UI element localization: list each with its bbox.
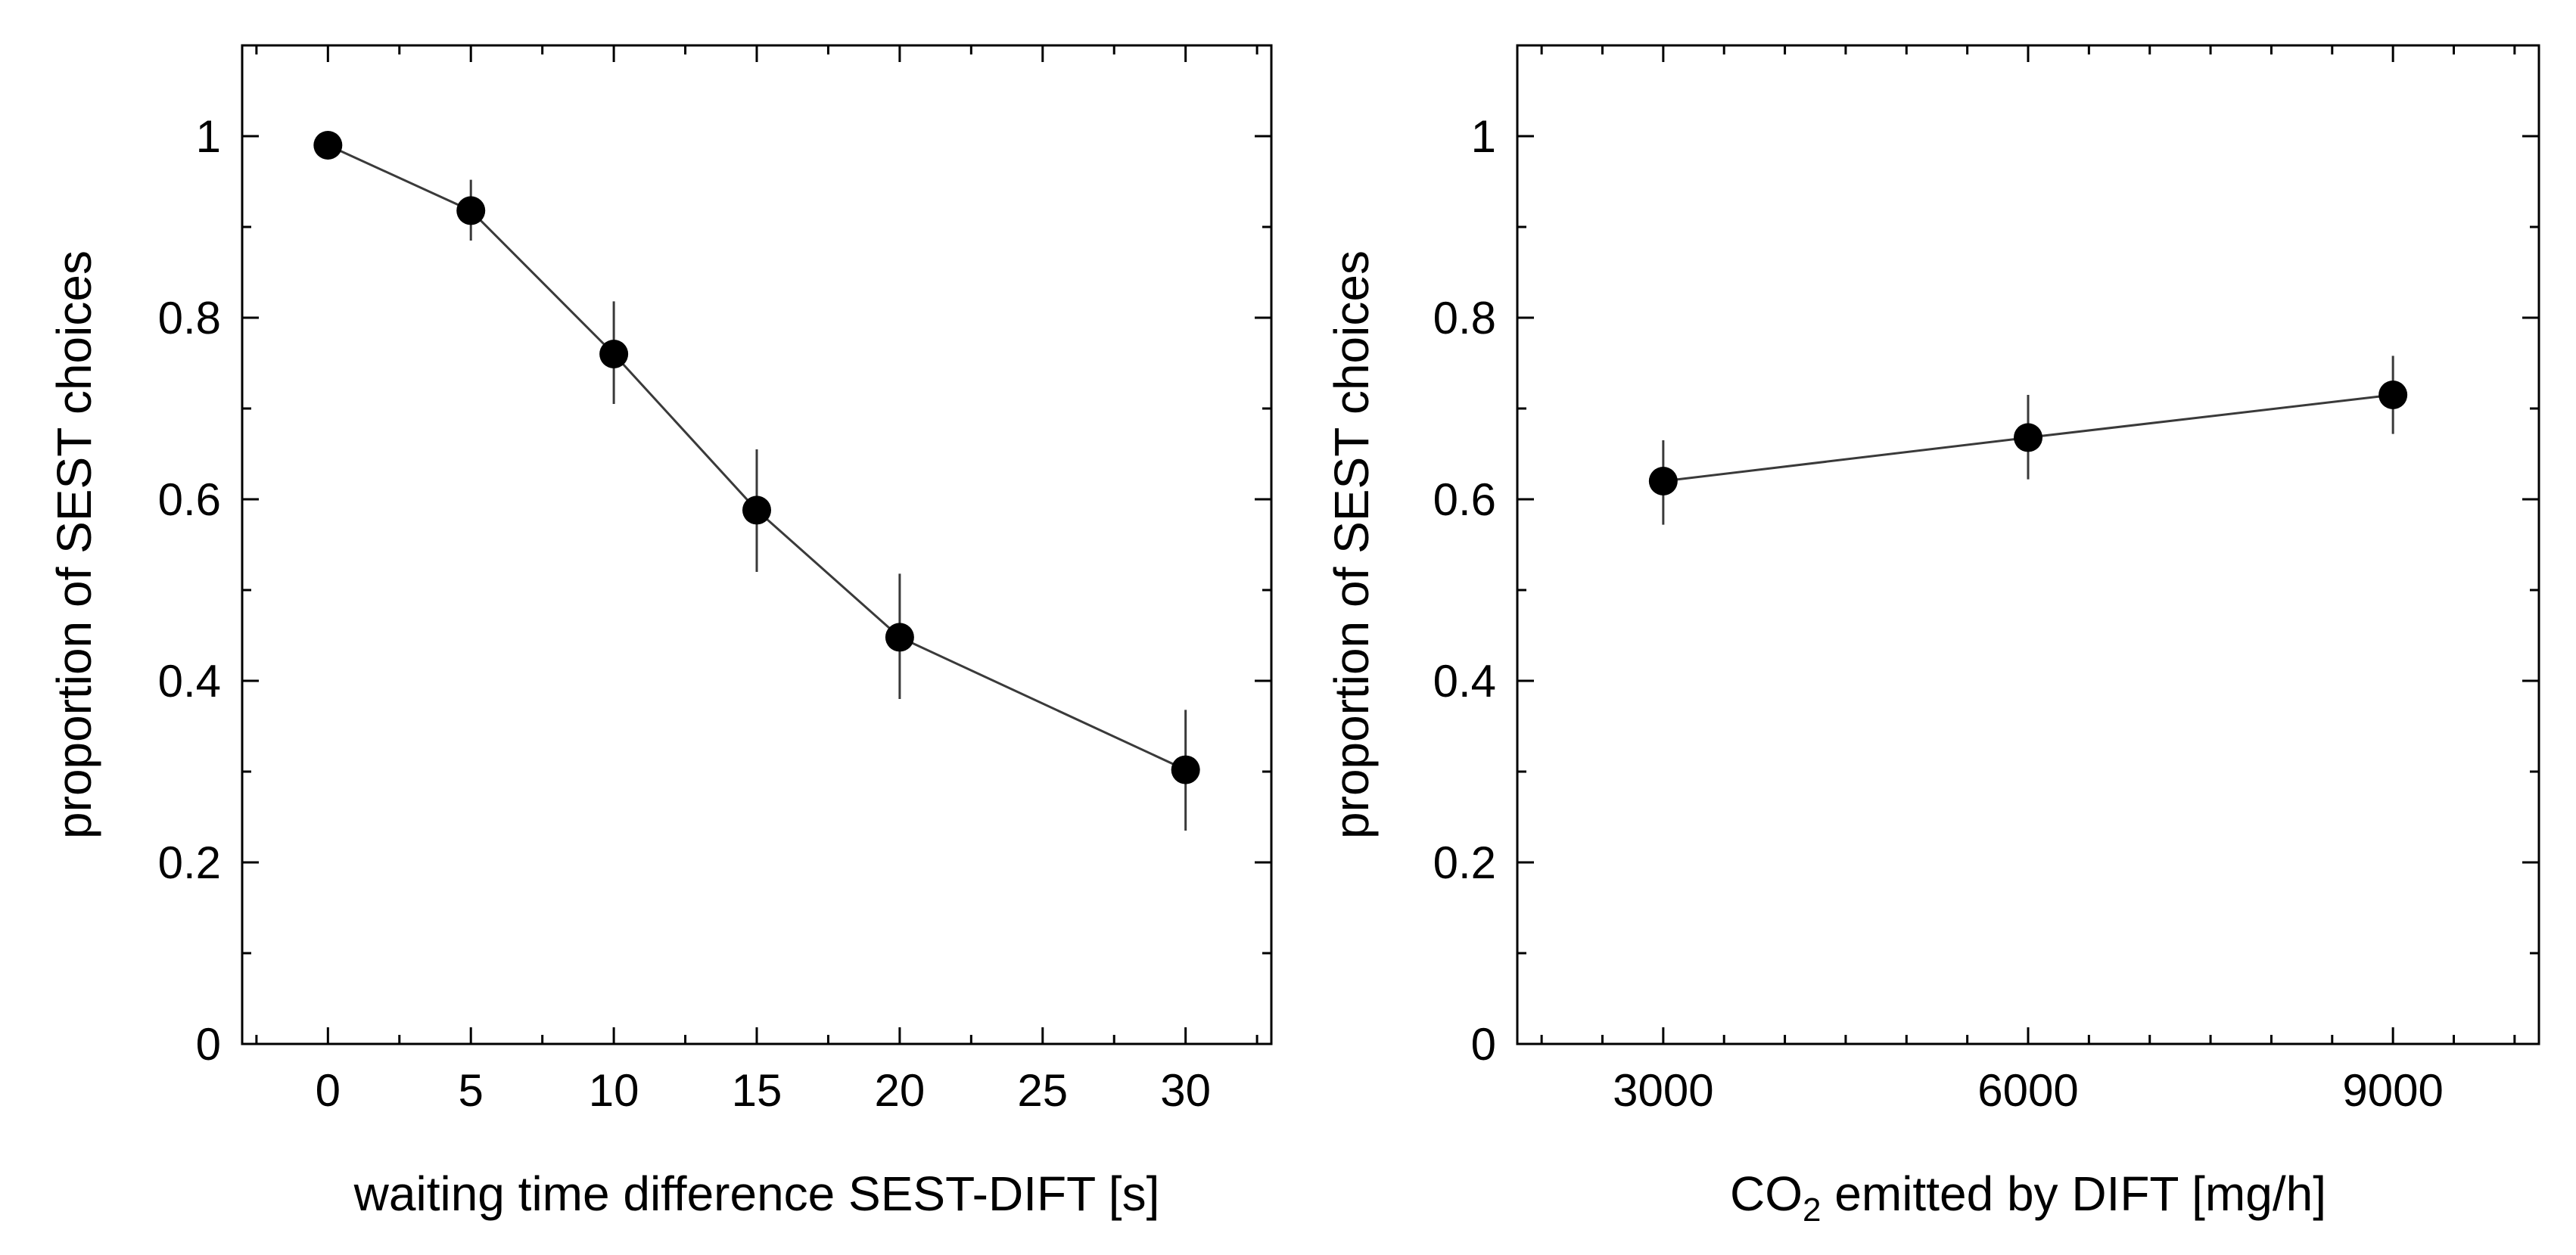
y-tick-label: 0.4 [158, 656, 221, 707]
x-axis-title: waiting time difference SEST-DIFT [s] [353, 1166, 1160, 1221]
chart-waiting-time: 0 5 10 15 20 25 30 0 0.2 0.4 0.6 0.8 1 waiting time… [47, 44, 1273, 1221]
data-point [2378, 381, 2408, 409]
x-axis-title-subscript: 2 [1803, 1191, 1821, 1229]
x-tick-labels: 3000 6000 9000 [1613, 1065, 2444, 1116]
error-bars [326, 141, 1187, 831]
y-tick-label: 0 [1471, 1019, 1496, 1070]
x-tick-label: 6000 [1977, 1065, 2078, 1116]
y-tick-label: 1 [1471, 111, 1496, 162]
y-tick-label: 0 [196, 1019, 221, 1070]
plot-frame [1516, 44, 2540, 1045]
data-point [313, 131, 343, 160]
x-axis-title-part: emitted by DIFT [mg/h] [1822, 1166, 2326, 1221]
chart-co2-emitted: 3000 6000 9000 0 0.2 0.4 0.6 0.8 1 CO2 emitted … [1324, 44, 2540, 1229]
x-tick-label: 25 [1017, 1065, 1068, 1116]
y-tick-label: 0.2 [158, 837, 221, 888]
y-tick-labels: 0 0.2 0.4 0.6 0.8 1 [1433, 111, 1496, 1070]
data-point [1171, 755, 1200, 784]
x-tick-label: 0 [316, 1065, 341, 1116]
x-axis-title: CO2 emitted by DIFT [mg/h] [1730, 1166, 2326, 1229]
data-point [742, 495, 771, 525]
series-line [327, 144, 1187, 771]
x-tick-label: 3000 [1613, 1065, 1713, 1116]
data-point [885, 623, 914, 652]
data-point [456, 196, 486, 225]
data-points [313, 131, 1200, 784]
data-point [1648, 467, 1678, 495]
series-line [327, 144, 1187, 771]
y-tick-label: 0.4 [1433, 656, 1496, 707]
y-axis-title: proportion of SEST choices [47, 250, 101, 839]
x-tick-labels: 0 5 10 15 20 25 30 [316, 1065, 1211, 1116]
data-point [2014, 423, 2042, 452]
data-points [1648, 381, 2408, 495]
y-tick-label: 1 [196, 111, 221, 162]
y-tick-label: 0.8 [1433, 293, 1496, 343]
x-tick-label: 5 [459, 1065, 484, 1116]
axis-ticks [242, 44, 1271, 1045]
y-tick-label: 0.6 [158, 474, 221, 525]
x-tick-label: 9000 [2342, 1065, 2443, 1116]
x-tick-label: 20 [875, 1065, 926, 1116]
y-tick-label: 0.2 [1433, 837, 1496, 888]
x-tick-label: 30 [1160, 1065, 1211, 1116]
y-tick-label: 0.8 [158, 293, 221, 343]
x-tick-label: 15 [732, 1065, 782, 1116]
x-axis-title-part: CO [1730, 1166, 1803, 1221]
y-tick-label: 0.6 [1433, 474, 1496, 525]
data-point [599, 340, 629, 368]
y-tick-labels: 0 0.2 0.4 0.6 0.8 1 [158, 111, 221, 1070]
y-axis-title: proportion of SEST choices [1324, 250, 1379, 839]
x-tick-label: 10 [589, 1065, 639, 1116]
axis-ticks [1517, 44, 2539, 1045]
